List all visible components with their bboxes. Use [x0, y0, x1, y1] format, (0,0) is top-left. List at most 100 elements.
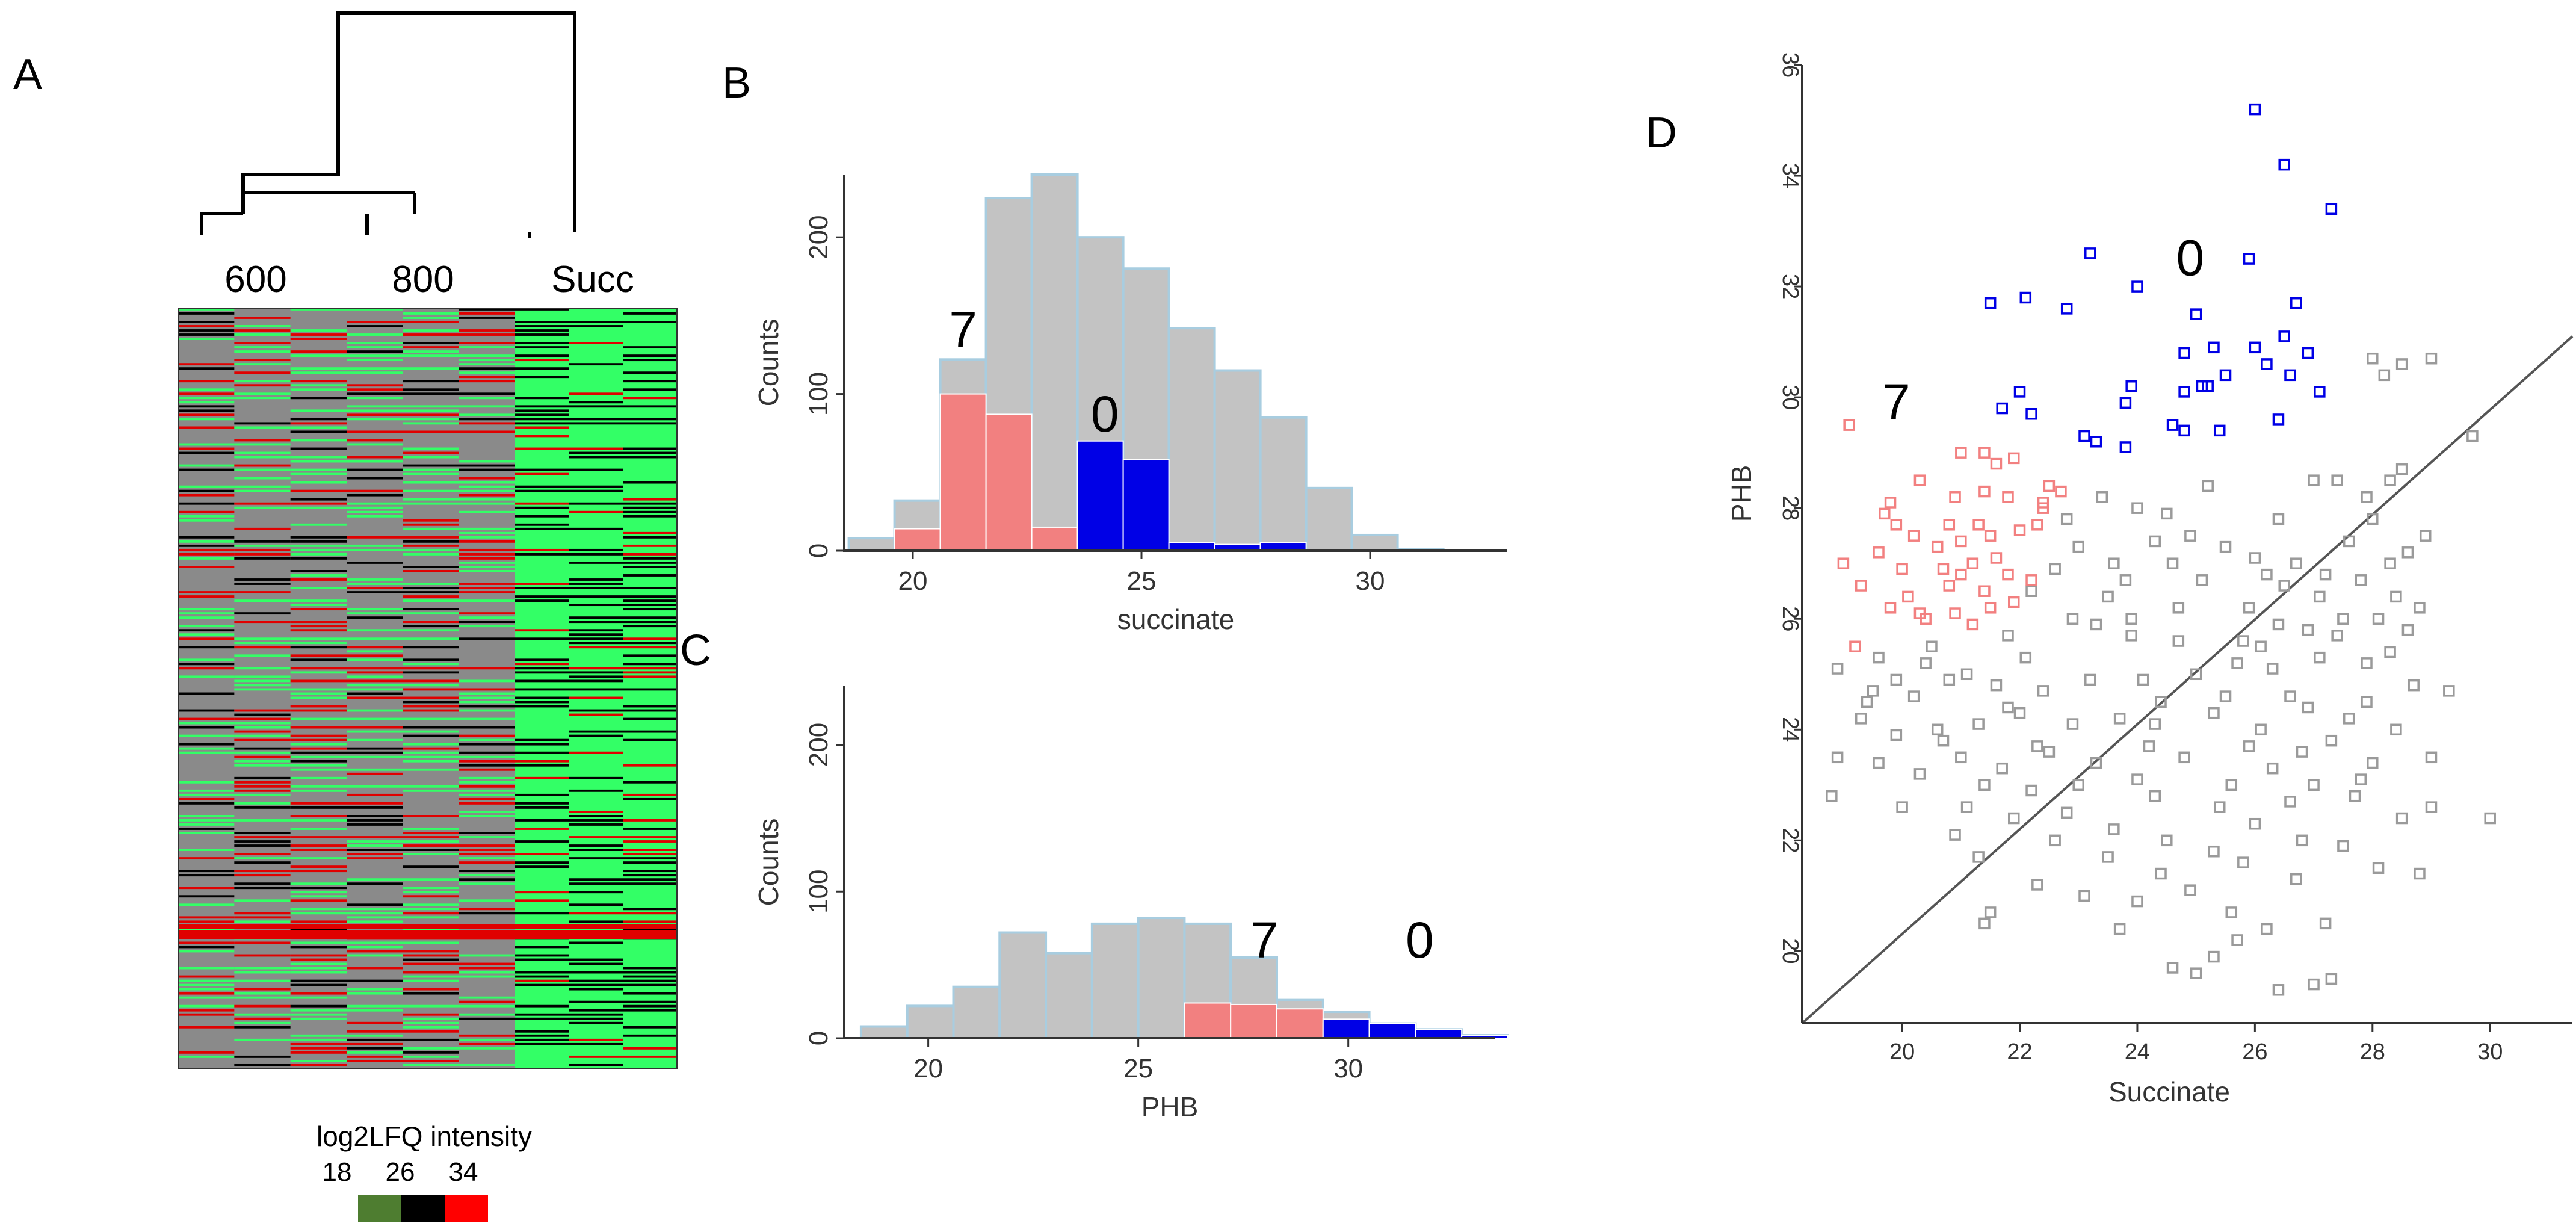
heatmap-cell	[403, 468, 459, 471]
point-other	[2284, 796, 2296, 808]
heatmap-cell	[623, 671, 677, 674]
annotation-label: 7	[949, 301, 977, 358]
heatmap-cell	[178, 815, 235, 817]
heatmap-cell	[459, 397, 515, 400]
heatmap-cell	[569, 1017, 623, 1020]
heatmap-cell	[234, 882, 291, 885]
point-other	[1826, 790, 1838, 802]
heatmap-cell	[459, 464, 515, 467]
bar-0	[1415, 1029, 1463, 1039]
heatmap-cell	[623, 574, 677, 577]
heatmap-cell	[459, 768, 515, 771]
point-0	[2219, 369, 2232, 382]
point-7	[1890, 519, 1903, 531]
heatmap-cell	[515, 447, 569, 450]
x-tick-label: 22	[2007, 1039, 2032, 1065]
point-other	[2425, 352, 2438, 365]
dendrogram-label-succ: Succ	[551, 259, 634, 300]
point-other	[2143, 740, 2155, 752]
heatmap-cell	[623, 992, 677, 995]
heatmap-cell	[459, 781, 515, 784]
heatmap-cell	[403, 828, 459, 830]
heatmap-cell	[459, 832, 515, 834]
heatmap-cell	[290, 608, 347, 611]
point-other	[2178, 751, 2190, 764]
heatmap-cell	[459, 861, 515, 864]
legend-swatch-mid	[401, 1195, 445, 1222]
heatmap-cell	[234, 861, 291, 864]
heatmap-cell	[290, 646, 347, 649]
bar-all	[1167, 327, 1216, 552]
heatmap-cell	[459, 494, 515, 497]
bar-7	[1031, 526, 1078, 551]
heatmap-cell	[290, 726, 347, 729]
heatmap-cell	[178, 797, 235, 800]
heatmap-cell	[515, 971, 569, 974]
heatmap-cell	[290, 992, 347, 995]
heatmap-cell	[569, 548, 623, 551]
heatmap-cell	[347, 468, 403, 471]
heatmap-cell	[459, 468, 515, 471]
heatmap-cell	[234, 1017, 291, 1020]
heatmap-cell	[569, 325, 623, 327]
point-other	[2025, 784, 2037, 797]
point-other	[2208, 950, 2220, 963]
heatmap-cell	[403, 548, 459, 551]
heatmap-cell	[178, 1004, 235, 1008]
heatmap-cell	[234, 785, 291, 788]
heatmap-cell	[234, 751, 291, 754]
heatmap-cell	[459, 591, 515, 593]
heatmap-cell	[234, 971, 291, 974]
heatmap-cell	[403, 422, 459, 425]
point-other	[2361, 491, 2373, 503]
point-other	[2384, 557, 2396, 569]
bar-7	[894, 528, 941, 552]
heatmap-cell	[459, 317, 515, 319]
heatmap-cell	[234, 333, 291, 336]
heatmap-cell	[290, 802, 347, 805]
heatmap-cell	[459, 870, 515, 873]
heatmap-cell	[459, 477, 515, 480]
heatmap-cell	[403, 472, 459, 475]
heatmap-cell	[569, 891, 623, 894]
heatmap-cell	[403, 726, 459, 729]
heatmap-cell	[623, 456, 677, 459]
point-other	[2284, 690, 2296, 702]
point-other	[2072, 540, 2084, 553]
heatmap-cell	[178, 333, 235, 336]
panel-c: C 20 25 30 0 100 200 PHB Counts 7 0	[680, 627, 1509, 1122]
heatmap-cell	[290, 468, 347, 471]
heatmap-cell	[234, 443, 291, 446]
heatmap-cell	[569, 401, 623, 404]
heatmap-cell	[178, 819, 235, 822]
heatmap-cell	[347, 359, 403, 362]
heatmap-cell	[234, 1063, 291, 1066]
point-other	[2302, 624, 2314, 636]
heatmap-cell	[515, 776, 569, 779]
y-tick-label: 30	[1778, 385, 1803, 410]
heatmap-cell	[403, 553, 459, 556]
bar-0	[1368, 1023, 1416, 1039]
heatmap-cell	[178, 557, 235, 560]
heatmap-cell	[178, 392, 235, 395]
point-other	[2378, 369, 2391, 382]
point-other	[2219, 690, 2232, 702]
point-other	[2078, 890, 2090, 902]
heatmap-cell	[623, 840, 677, 843]
point-7	[1978, 485, 1991, 498]
heatmap-cell	[515, 472, 569, 475]
point-other	[2137, 673, 2149, 686]
heatmap-cell	[569, 621, 623, 624]
annotation-label: 0	[2176, 230, 2205, 286]
point-other	[2243, 602, 2255, 614]
heatmap-cell	[234, 755, 291, 758]
heatmap-cell	[178, 367, 235, 370]
point-other	[2161, 507, 2173, 520]
heatmap-cell	[178, 743, 235, 746]
heatmap-cell	[347, 325, 403, 327]
heatmap-cell	[234, 709, 291, 712]
heatmap-cell	[290, 882, 347, 885]
heatmap-cell	[178, 401, 235, 404]
heatmap-cell	[290, 849, 347, 851]
point-0	[2125, 380, 2137, 392]
